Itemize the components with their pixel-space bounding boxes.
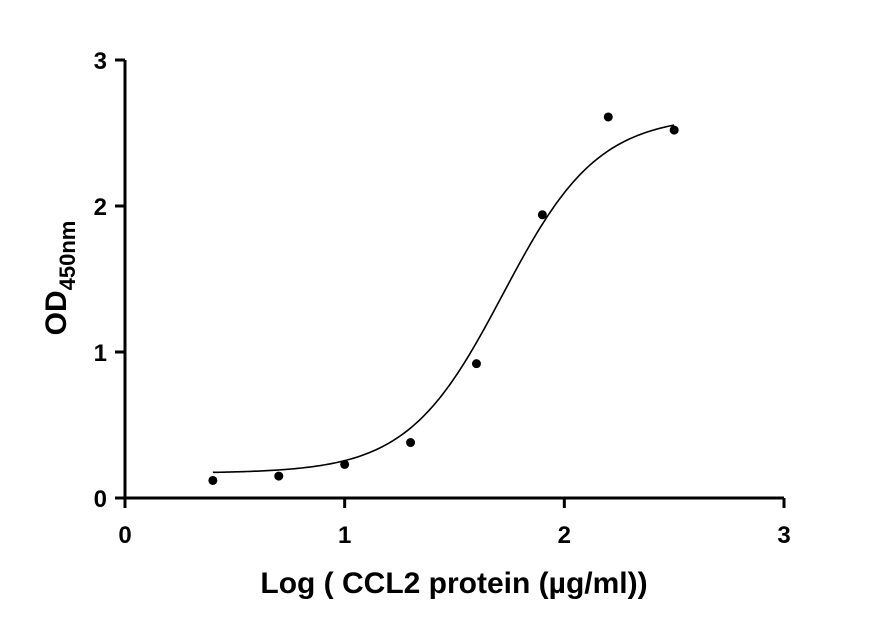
ticks (115, 58, 786, 508)
data-point-6 (603, 112, 613, 122)
axes (123, 60, 784, 500)
y-axis-title-subscript: 450nm (55, 221, 80, 291)
y-tick-label-2: 2 (94, 194, 107, 221)
data-point-7 (669, 125, 679, 135)
data-point-4 (471, 359, 481, 369)
x-tick-label-1: 1 (338, 522, 351, 549)
fit-curve (212, 124, 675, 474)
x-tick-label-3: 3 (777, 522, 790, 549)
tick-labels: 0 1 2 3 0 1 2 3 (94, 48, 791, 549)
y-tick-label-0: 0 (94, 486, 107, 513)
y-tick-label-3: 3 (94, 48, 107, 75)
y-tick-label-1: 1 (94, 340, 107, 367)
data-point-1 (274, 471, 284, 481)
data-point-3 (406, 438, 416, 448)
x-tick-label-0: 0 (118, 522, 131, 549)
data-point-0 (208, 475, 218, 485)
data-points (208, 112, 679, 485)
data-point-2 (340, 459, 350, 469)
data-point-5 (537, 210, 547, 220)
x-axis-title: Log ( CCL2 protein (µg/ml)) (260, 567, 647, 600)
x-tick-label-2: 2 (558, 522, 571, 549)
y-axis-title-main: OD (40, 290, 73, 335)
y-axis-title: OD450nm (40, 221, 80, 336)
